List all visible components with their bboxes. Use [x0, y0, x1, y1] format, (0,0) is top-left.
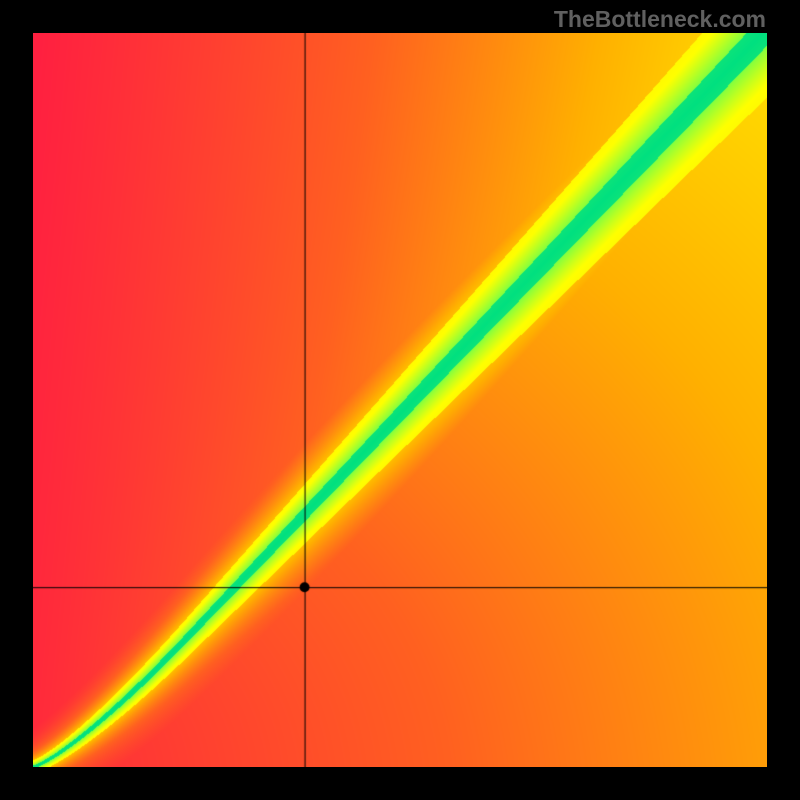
- heatmap-canvas: [33, 33, 767, 767]
- watermark-text: TheBottleneck.com: [554, 6, 766, 33]
- chart-container: TheBottleneck.com: [0, 0, 800, 800]
